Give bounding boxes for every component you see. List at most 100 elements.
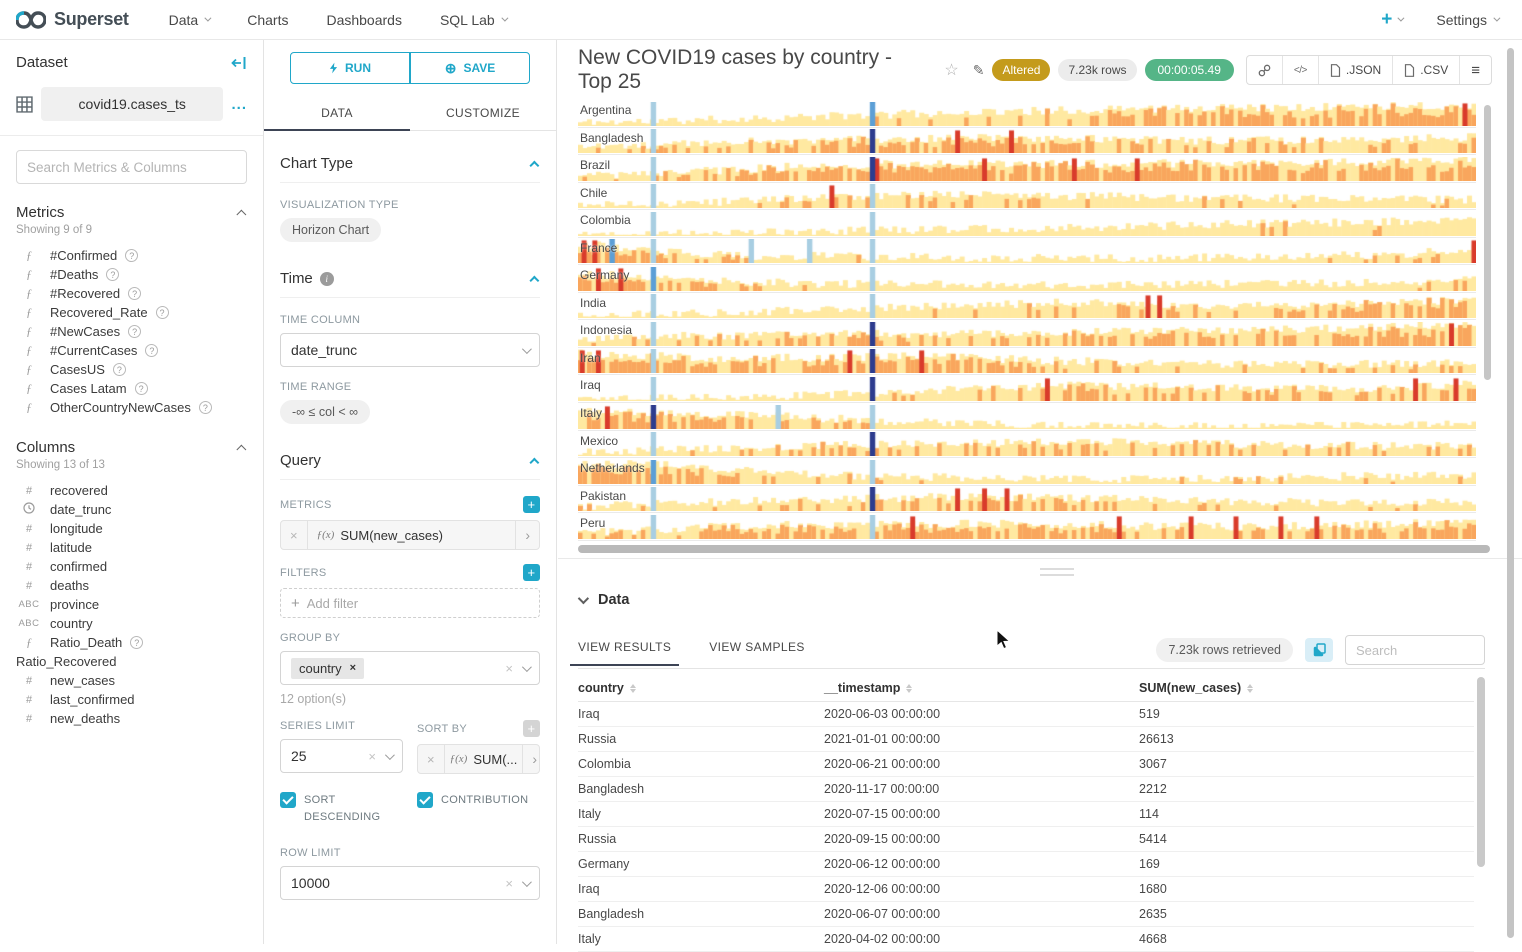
remove-metric-icon[interactable]: × <box>281 521 308 549</box>
clear-icon[interactable]: × <box>368 748 376 764</box>
table-row[interactable]: Bangladesh 2020-06-07 00:00:00 2635 <box>578 902 1474 927</box>
nav-item-data[interactable]: Data <box>169 12 212 28</box>
edit-properties-icon[interactable]: ✎ <box>972 61 985 78</box>
chevron-right-icon[interactable]: › <box>515 521 539 549</box>
horizon-row-iraq[interactable]: Iraq <box>578 375 1476 404</box>
results-search-input[interactable] <box>1345 635 1485 665</box>
horizon-row-france[interactable]: France <box>578 238 1476 266</box>
horizon-row-mexico[interactable]: Mexico <box>578 431 1476 459</box>
time-range-value[interactable]: -∞ ≤ col < ∞ <box>280 400 371 424</box>
horizon-row-italy[interactable]: Italy <box>578 403 1476 431</box>
sort-icon[interactable] <box>629 683 636 693</box>
group-by-select[interactable]: country × × <box>280 651 540 685</box>
favorite-star-icon[interactable]: ☆ <box>944 62 959 79</box>
table-row[interactable]: Bangladesh 2020-11-17 00:00:00 2212 <box>578 777 1474 802</box>
dataset-more-icon[interactable]: ... <box>231 95 247 113</box>
column-item[interactable]: # new_deaths <box>16 709 247 728</box>
clear-icon[interactable]: × <box>505 660 513 676</box>
horizon-row-peru[interactable]: Peru <box>578 513 1476 541</box>
horizon-row-brazil[interactable]: Brazil <box>578 155 1476 183</box>
column-item[interactable]: # new_cases <box>16 671 247 690</box>
export-csv-button[interactable]: .CSV <box>1393 56 1461 84</box>
run-button[interactable]: RUN <box>290 52 410 84</box>
row-limit-select[interactable]: 10000 × <box>280 866 540 900</box>
remove-sort-icon[interactable]: × <box>418 745 445 773</box>
superset-logo[interactable]: Superset <box>16 9 129 30</box>
sort-by-pill[interactable]: × ƒ(x) SUM(... › <box>417 744 540 774</box>
add-filter-button[interactable]: + <box>523 564 540 581</box>
table-row[interactable]: Russia 2021-01-01 00:00:00 26613 <box>578 727 1474 752</box>
contribution-checkbox[interactable] <box>417 792 433 808</box>
nav-item-dashboards[interactable]: Dashboards <box>326 11 402 28</box>
metric-item[interactable]: ƒ Recovered_Rate? <box>16 303 247 322</box>
horizon-row-germany[interactable]: Germany <box>578 265 1476 293</box>
collapse-panel-icon[interactable] <box>231 56 247 70</box>
metric-pill[interactable]: × ƒ(x) SUM(new_cases) › <box>280 520 540 550</box>
add-filter-dropzone[interactable]: + Add filter <box>280 588 540 618</box>
column-item[interactable]: date_trunc <box>16 500 247 519</box>
horizon-row-argentina[interactable]: Argentina <box>578 100 1476 128</box>
column-header-sumnewcases[interactable]: SUM(new_cases) <box>1139 681 1474 695</box>
table-vertical-scrollbar[interactable] <box>1477 677 1485 867</box>
chevron-right-icon[interactable]: › <box>522 745 539 773</box>
metric-item[interactable]: ƒ #Deaths? <box>16 265 247 284</box>
tab-view-samples[interactable]: VIEW SAMPLES <box>709 640 805 654</box>
add-metric-button[interactable]: + <box>523 496 540 513</box>
column-item[interactable]: # latitude <box>16 538 247 557</box>
table-row[interactable]: Germany 2020-06-12 00:00:00 169 <box>578 852 1474 877</box>
table-row[interactable]: Iraq 2020-12-06 00:00:00 1680 <box>578 877 1474 902</box>
column-item[interactable]: # longitude <box>16 519 247 538</box>
sort-descending-checkbox[interactable] <box>280 792 296 808</box>
chart-vertical-scrollbar[interactable] <box>1484 105 1491 380</box>
horizon-chart[interactable]: Argentina Bangladesh Brazil Chile Colombia Fr… <box>578 100 1476 541</box>
column-item[interactable]: # deaths <box>16 576 247 595</box>
chevron-up-icon[interactable] <box>236 444 247 455</box>
settings-menu[interactable]: Settings <box>1436 12 1501 28</box>
new-button[interactable]: + <box>1381 9 1405 31</box>
chart-menu-button[interactable]: ≡ <box>1460 56 1491 84</box>
horizon-row-chile[interactable]: Chile <box>578 183 1476 211</box>
horizon-row-india[interactable]: India <box>578 293 1476 321</box>
chevron-up-icon[interactable] <box>529 160 540 171</box>
nav-item-charts[interactable]: Charts <box>247 11 289 28</box>
resize-drag-handle[interactable] <box>1040 568 1074 580</box>
table-row[interactable]: Italy 2020-07-15 00:00:00 114 <box>578 802 1474 827</box>
metric-item[interactable]: ƒ OtherCountryNewCases? <box>16 398 247 417</box>
time-column-select[interactable]: date_trunc <box>280 333 540 367</box>
table-row[interactable]: Colombia 2020-06-21 00:00:00 3067 <box>578 752 1474 777</box>
metric-item[interactable]: ƒ #Confirmed? <box>16 246 247 265</box>
add-sort-button[interactable]: + <box>523 720 540 737</box>
collapse-data-icon[interactable] <box>577 592 590 605</box>
chevron-up-icon[interactable] <box>529 457 540 468</box>
horizon-row-indonesia[interactable]: Indonesia <box>578 320 1476 348</box>
table-row[interactable]: Italy 2020-04-02 00:00:00 4668 <box>578 927 1474 952</box>
tab-data[interactable]: DATA <box>264 98 410 131</box>
visualization-type-value[interactable]: Horizon Chart <box>280 218 382 242</box>
column-item[interactable]: # last_confirmed <box>16 690 247 709</box>
column-item[interactable]: ABC country <box>16 614 247 633</box>
sort-icon[interactable] <box>1247 683 1254 693</box>
metric-item[interactable]: ƒ #CurrentCases? <box>16 341 247 360</box>
metric-item[interactable]: ƒ CasesUS? <box>16 360 247 379</box>
horizon-row-colombia[interactable]: Colombia <box>578 210 1476 238</box>
dataset-name[interactable]: covid19.cases_ts <box>41 87 224 121</box>
horizon-row-netherlands[interactable]: Netherlands <box>578 458 1476 486</box>
metrics-columns-search-input[interactable] <box>16 150 247 184</box>
clear-icon[interactable]: × <box>505 875 513 891</box>
tab-view-results[interactable]: VIEW RESULTS <box>569 640 680 666</box>
embed-code-button[interactable]: </> <box>1283 56 1319 84</box>
column-item[interactable]: ABC province <box>16 595 247 614</box>
table-row[interactable]: Iraq 2020-06-03 00:00:00 519 <box>578 702 1474 727</box>
chevron-up-icon[interactable] <box>236 209 247 220</box>
horizon-row-pakistan[interactable]: Pakistan <box>578 486 1476 514</box>
chart-horizontal-scrollbar[interactable] <box>578 545 1490 553</box>
table-row[interactable]: Russia 2020-09-15 00:00:00 5414 <box>578 827 1474 852</box>
copy-link-button[interactable] <box>1247 56 1283 84</box>
column-item[interactable]: # recovered <box>16 481 247 500</box>
save-button[interactable]: ⊕ SAVE <box>410 52 530 84</box>
column-item[interactable]: Ratio_Recovered <box>16 652 247 671</box>
copy-data-button[interactable] <box>1305 638 1333 662</box>
metric-item[interactable]: ƒ Cases Latam? <box>16 379 247 398</box>
tab-customize[interactable]: CUSTOMIZE <box>445 106 521 120</box>
column-header-timestamp[interactable]: __timestamp <box>824 681 1139 695</box>
